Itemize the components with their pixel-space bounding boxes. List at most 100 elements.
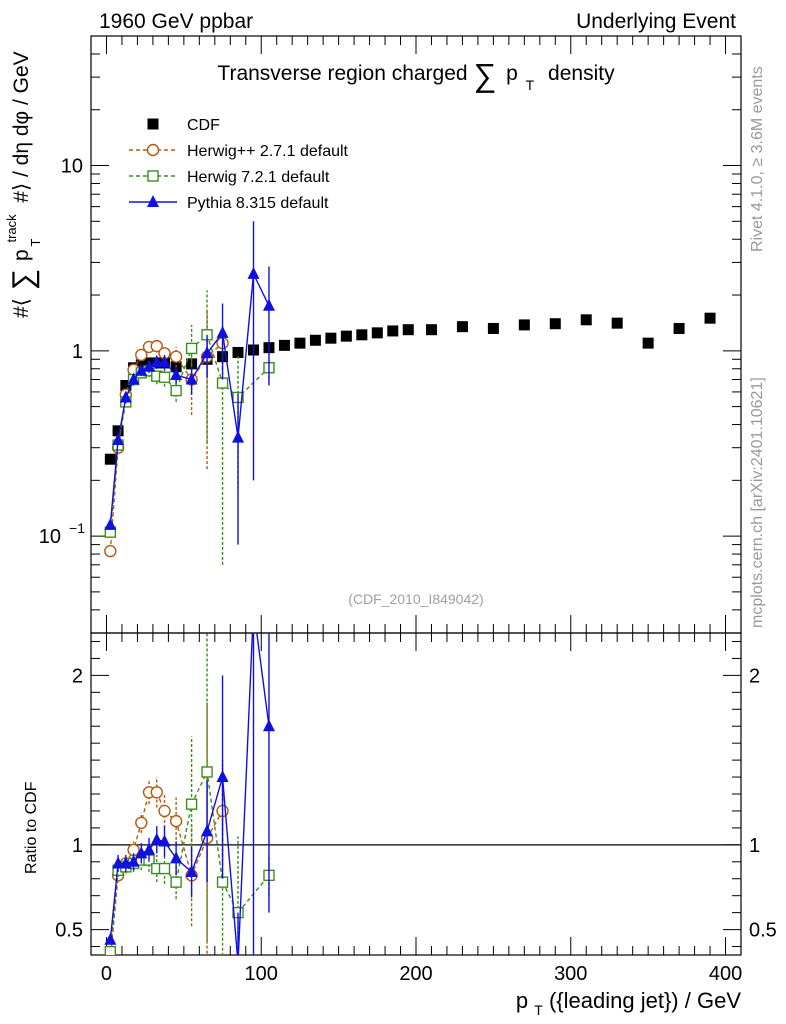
data-point	[127, 854, 140, 867]
legend-marker	[147, 170, 159, 182]
ratio-y-tick-label: 0.5	[55, 920, 83, 942]
data-point	[135, 363, 148, 376]
data-point	[104, 932, 117, 945]
legend-entry: Herwig 7.2.1 default	[129, 169, 330, 186]
legend-label: Herwig++ 2.7.1 default	[187, 143, 349, 160]
mcplots-label: mcplots.cern.ch [arXiv:2401.10621]	[749, 377, 766, 628]
data-point	[185, 798, 198, 810]
data-point	[294, 337, 306, 349]
data-point	[170, 851, 183, 864]
x-axis-label: p T ({leading jet}) / GeV	[516, 988, 741, 1020]
legend-entry: Herwig++ 2.7.1 default	[129, 143, 349, 160]
data-point	[170, 384, 182, 397]
data-point	[262, 719, 275, 732]
data-point	[170, 368, 183, 381]
data-point	[169, 814, 183, 828]
title-sum: ∑	[473, 57, 496, 93]
data-point	[169, 350, 183, 363]
main-series-group	[104, 221, 716, 565]
data-point	[150, 786, 163, 799]
series-pythia-8-315-default	[104, 221, 275, 545]
data-point	[673, 322, 685, 334]
data-point	[278, 339, 290, 351]
collider-label: 1960 GeV ppbar	[99, 10, 253, 33]
data-point	[247, 266, 260, 279]
title-p: p	[506, 62, 518, 85]
main-y-axis-label: #⟨ ∑ p track T #⟩ / dη dφ / GeV	[0, 51, 45, 318]
main-y-tick-label: 1	[72, 341, 83, 363]
data-point	[262, 298, 275, 311]
main-title: Transverse region charged ∑ p T density	[217, 57, 615, 95]
ratio-y-tick-label-right: 1	[749, 835, 760, 857]
ratio-y-tick-label: 2	[72, 665, 83, 687]
data-point	[704, 312, 716, 324]
data-point	[185, 864, 198, 877]
main-y-tick-exponent: −1	[69, 520, 85, 536]
data-point	[185, 372, 198, 385]
data-point	[104, 945, 117, 955]
data-point	[112, 856, 125, 869]
x-tick-label: 200	[399, 963, 432, 985]
process-label: Underlying Event	[576, 10, 736, 33]
data-point	[158, 834, 171, 847]
data-point	[201, 346, 214, 359]
data-point	[158, 371, 171, 383]
data-point	[216, 325, 229, 338]
title-text: Transverse region charged	[217, 62, 467, 85]
title-tail: density	[548, 62, 615, 85]
data-point	[611, 317, 623, 329]
ratio-axis-ticks: 0.5 0.5 1 1 2 2 0 100 200 300 400	[55, 633, 777, 985]
series-line	[110, 791, 224, 955]
data-point	[143, 359, 156, 372]
legend-entry: CDF	[147, 117, 220, 134]
data-point	[112, 425, 124, 437]
series-line	[109, 271, 270, 525]
legend-label: Herwig 7.2.1 default	[187, 169, 330, 186]
data-point	[143, 842, 156, 855]
data-point	[127, 372, 140, 385]
data-point	[158, 804, 171, 818]
rivet-version-label: Rivet 4.1.0, ≥ 3.6M events	[749, 66, 766, 252]
ratio-y-tick-label-right: 0.5	[749, 920, 777, 942]
data-point	[387, 325, 399, 337]
data-point	[201, 824, 214, 837]
legend-marker	[147, 118, 159, 130]
x-tick-label: 300	[554, 963, 587, 985]
data-point	[135, 348, 148, 362]
series-herwig-2-7-1-default	[106, 702, 229, 955]
main-y-tick-label: 10	[61, 156, 83, 178]
ratio-y-axis-label: Ratio to CDF	[23, 781, 40, 874]
legend-marker	[147, 195, 159, 207]
x-tick-label: 100	[245, 963, 278, 985]
series-cdf	[104, 312, 716, 465]
data-point	[135, 816, 148, 830]
ratio-panel-frame	[90, 632, 742, 956]
data-point	[158, 355, 171, 368]
data-point	[456, 321, 468, 333]
data-point	[150, 339, 163, 353]
x-tick-label: 0	[101, 963, 112, 985]
data-point	[216, 770, 229, 783]
data-point	[309, 334, 321, 346]
data-point	[642, 337, 654, 349]
series-herwig-7-2-1-default	[104, 633, 275, 955]
legend-marker	[146, 143, 160, 157]
series-line	[109, 633, 270, 955]
main-y-tick-label: 10	[39, 526, 61, 548]
data-point	[402, 324, 414, 336]
ratio-series-group	[104, 601, 275, 968]
data-point	[112, 433, 125, 446]
data-point	[216, 377, 229, 389]
main-axis-ticks: 10 −1 1 10	[39, 35, 741, 634]
data-point	[356, 329, 368, 341]
data-point	[518, 319, 530, 331]
data-point	[104, 544, 117, 558]
data-point	[248, 601, 260, 613]
data-point	[104, 453, 116, 465]
data-point	[150, 832, 163, 845]
data-point	[185, 342, 198, 355]
data-point	[549, 318, 561, 330]
ratio-y-tick-label: 1	[72, 835, 83, 857]
data-point	[232, 956, 244, 968]
